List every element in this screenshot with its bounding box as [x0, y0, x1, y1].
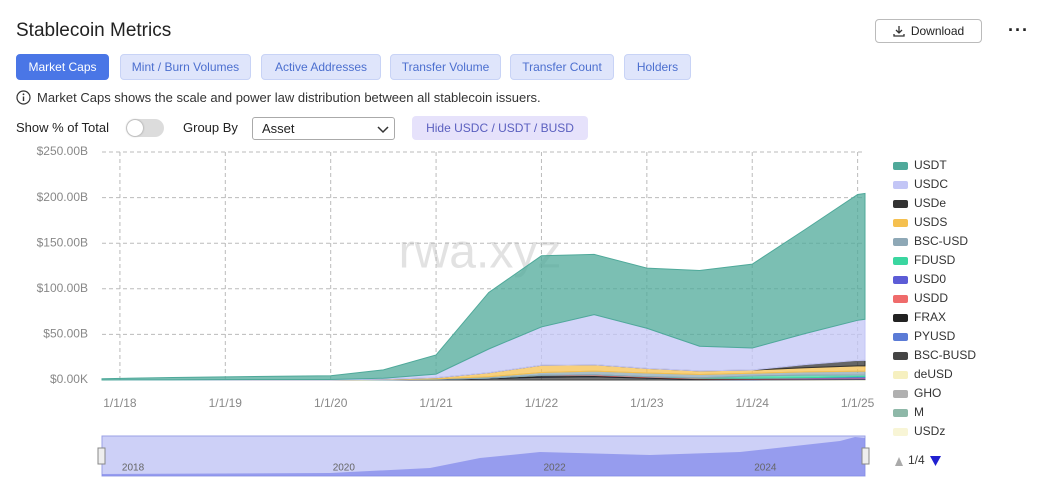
- legend-swatch: [893, 200, 908, 208]
- legend-prev[interactable]: [895, 457, 903, 466]
- x-tick-label: 1/1/22: [525, 396, 559, 410]
- tab[interactable]: Transfer Volume: [390, 54, 501, 80]
- legend-label: M: [914, 405, 924, 419]
- legend-label: USDe: [914, 196, 946, 210]
- navigator-tick-label: 2022: [543, 463, 566, 474]
- y-tick-label: $200.00B: [37, 190, 88, 204]
- more-menu[interactable]: ···: [1008, 20, 1029, 40]
- info-line: Market Caps shows the scale and power la…: [16, 90, 541, 105]
- tab[interactable]: Mint / Burn Volumes: [120, 54, 251, 80]
- legend-swatch: [893, 333, 908, 341]
- area: [102, 376, 866, 381]
- legend-swatch: [893, 276, 908, 284]
- tab[interactable]: Active Addresses: [261, 54, 381, 80]
- legend-next[interactable]: [930, 456, 941, 466]
- legend-swatch: [893, 390, 908, 398]
- area: [102, 378, 866, 381]
- legend-label: USDS: [914, 215, 947, 229]
- legend-swatch: [893, 371, 908, 379]
- y-tick-label: $150.00B: [37, 235, 88, 249]
- navigator-handle[interactable]: [861, 447, 870, 465]
- group-select[interactable]: Asset: [252, 117, 395, 140]
- y-tick-label: $50.00B: [43, 327, 88, 341]
- group-by-label: Group By: [183, 120, 238, 135]
- navigator-area: [102, 437, 865, 476]
- legend-label: PYUSD: [914, 329, 956, 343]
- legend-label: BSC-USD: [914, 234, 968, 248]
- download-button[interactable]: Download: [875, 19, 982, 43]
- info-text: Market Caps shows the scale and power la…: [37, 90, 541, 105]
- group-value: Asset: [262, 121, 295, 136]
- hide-button[interactable]: Hide USDC / USDT / BUSD: [412, 116, 588, 140]
- area: [102, 370, 866, 381]
- area: [101, 314, 866, 381]
- x-tick-label: 1/1/23: [630, 396, 664, 410]
- legend-swatch: [893, 295, 908, 303]
- navigator: [101, 435, 866, 477]
- legend-swatch: [893, 409, 908, 417]
- legend-label: deUSD: [914, 367, 953, 381]
- y-tick-label: $100.00B: [37, 281, 88, 295]
- legend-swatch: [893, 162, 908, 170]
- area: [102, 374, 866, 381]
- navigator-tick-label: 2020: [333, 463, 356, 474]
- legend-label: USDD: [914, 291, 948, 305]
- info-icon: [16, 90, 31, 105]
- page-title: Stablecoin Metrics: [16, 20, 172, 41]
- x-tick-label: 1/1/19: [209, 396, 243, 410]
- legend-swatch: [893, 352, 908, 360]
- legend-label: FRAX: [914, 310, 946, 324]
- legend-label: USDz: [914, 424, 945, 438]
- navigator-tick-label: 2018: [122, 463, 145, 474]
- legend-label: USDT: [914, 158, 947, 172]
- x-tick-label: 1/1/24: [736, 396, 770, 410]
- legend-page: 1/4: [908, 453, 925, 467]
- x-tick-label: 1/1/18: [103, 396, 137, 410]
- tab[interactable]: Holders: [624, 54, 691, 80]
- area: [102, 374, 866, 381]
- navigator-handle[interactable]: [97, 447, 106, 465]
- area: [102, 364, 866, 381]
- watermark: rwa.xyz: [399, 226, 562, 279]
- show-pct-label: Show % of Total: [16, 120, 109, 135]
- pct-toggle[interactable]: [126, 119, 164, 137]
- area: [101, 192, 866, 381]
- legend-label: USD0: [914, 272, 946, 286]
- legend-swatch: [893, 314, 908, 322]
- legend-swatch: [893, 181, 908, 189]
- tab[interactable]: Market Caps: [16, 54, 109, 80]
- x-tick-label: 1/1/25: [841, 396, 875, 410]
- area: [102, 376, 866, 381]
- y-tick-label: $250.00B: [37, 144, 88, 158]
- x-tick-label: 1/1/21: [419, 396, 453, 410]
- legend-swatch: [893, 428, 908, 436]
- legend-label: BSC-BUSD: [914, 348, 976, 362]
- legend-label: USDC: [914, 177, 948, 191]
- navigator-tick-label: 2024: [754, 463, 777, 474]
- download-label: Download: [910, 24, 965, 38]
- area: [102, 359, 866, 381]
- y-tick-label: $0.00K: [50, 372, 88, 386]
- tab[interactable]: Transfer Count: [510, 54, 614, 80]
- legend-swatch: [893, 257, 908, 265]
- legend-swatch: [893, 238, 908, 246]
- area: [102, 374, 866, 381]
- legend-swatch: [893, 219, 908, 227]
- chevron: [377, 126, 389, 134]
- legend-label: GHO: [914, 386, 941, 400]
- x-tick-label: 1/1/20: [314, 396, 348, 410]
- area: [102, 374, 866, 381]
- download-icon: [893, 26, 905, 37]
- legend-label: FDUSD: [914, 253, 956, 267]
